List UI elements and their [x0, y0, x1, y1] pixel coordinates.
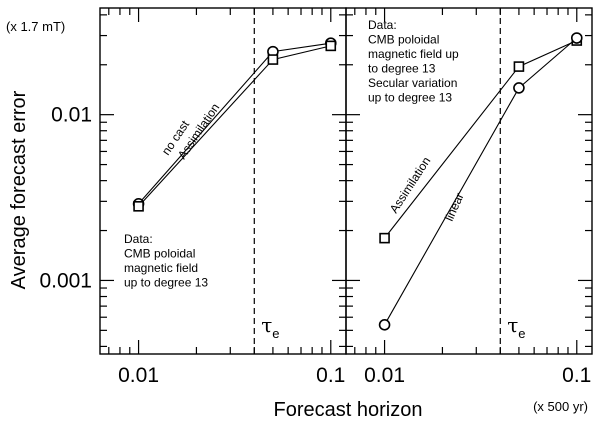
y-tick-label: 0.01: [51, 104, 92, 127]
data-point-circle: [378, 319, 391, 331]
series-line: [138, 45, 331, 207]
left-panel-frame: [99, 7, 347, 355]
left-tau-subscript: e: [272, 326, 279, 341]
right-tau-subscript: e: [518, 326, 525, 341]
left-minor-ticks: [100, 8, 346, 354]
right-panel: τ e 0.01 0.1 Data: CMB poloidal magnetic fi…: [345, 7, 593, 387]
data-point-square: [379, 232, 390, 244]
right-minor-ticks: [346, 8, 592, 354]
x-axis-title: Forecast horizon: [274, 399, 423, 421]
left-panel: τ e 0.01 0.1 0.01 0.001 Data: CMB poloidal m…: [39, 7, 347, 387]
right-series-label-linear: linear: [442, 191, 467, 224]
data-point-square: [513, 61, 525, 72]
left-annotation: Data: CMB poloidal magnetic field up to deg…: [124, 232, 208, 290]
left-tau-symbol: τ: [261, 313, 272, 337]
y-unit-label: (x 1.7 mT): [6, 19, 65, 34]
data-point-square: [325, 40, 337, 52]
y-axis-title: Average forecast error: [8, 90, 30, 289]
x-unit-label: (x 500 yr): [533, 399, 588, 414]
x-tick-label: 0.1: [316, 364, 345, 387]
x-tick-label: 0.01: [364, 364, 405, 387]
x-tick-label: 0.01: [118, 364, 159, 387]
series-line: [138, 42, 331, 205]
right-annotation: Data: CMB poloidal magnetic field up to deg…: [368, 18, 459, 105]
data-point-square: [133, 201, 144, 212]
x-tick-label: 0.1: [562, 364, 591, 387]
y-tick-label: 0.001: [39, 269, 92, 292]
data-point-square: [267, 54, 279, 65]
data-point-circle: [570, 32, 583, 44]
right-tau-symbol: τ: [507, 313, 518, 337]
data-point-circle: [513, 82, 525, 94]
